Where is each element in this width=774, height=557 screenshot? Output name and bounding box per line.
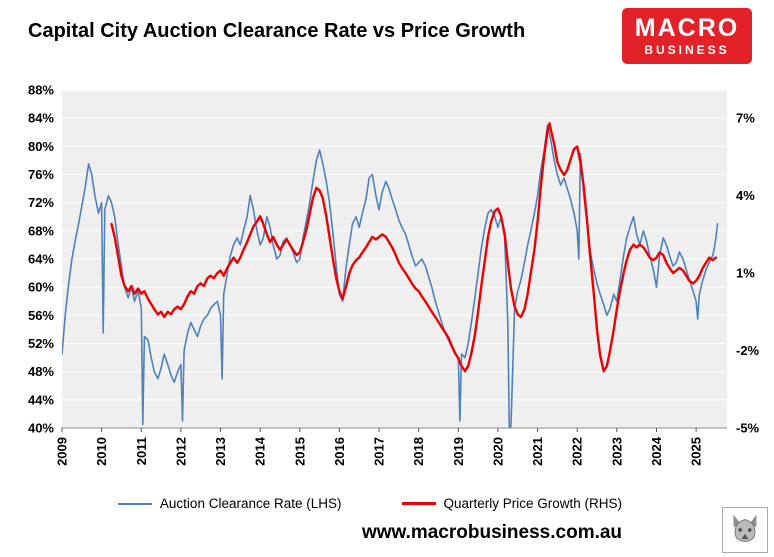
svg-text:-5%: -5% [736, 421, 760, 436]
svg-text:64%: 64% [28, 252, 54, 267]
clearance-vs-price-chart: 40% 44% 48% 52% 56% 60% 64% 68% 72% 76% 80% 84% 88% 7… [28, 83, 760, 466]
svg-text:68%: 68% [28, 223, 54, 238]
svg-text:2009: 2009 [55, 437, 70, 466]
svg-text:2015: 2015 [292, 437, 307, 466]
svg-text:40%: 40% [28, 421, 54, 436]
svg-text:88%: 88% [28, 83, 54, 98]
legend-label: Auction Clearance Rate (LHS) [159, 496, 342, 511]
svg-text:72%: 72% [28, 195, 54, 210]
svg-text:84%: 84% [28, 111, 54, 126]
svg-text:2016: 2016 [332, 437, 347, 466]
chart-legend: Auction Clearance Rate (LHS) Quarterly P… [0, 496, 740, 511]
svg-text:2022: 2022 [570, 437, 585, 466]
svg-text:2011: 2011 [134, 437, 149, 465]
svg-text:2018: 2018 [411, 437, 426, 466]
svg-text:4%: 4% [736, 188, 755, 203]
svg-text:2013: 2013 [213, 437, 228, 466]
logo-macro-text: MACRO [634, 14, 740, 42]
logo-business-text: BUSINESS [644, 43, 730, 57]
svg-text:2010: 2010 [94, 437, 109, 466]
svg-text:2014: 2014 [253, 436, 268, 466]
svg-text:56%: 56% [28, 308, 54, 323]
chart-title: Capital City Auction Clearance Rate vs P… [28, 20, 526, 42]
svg-text:1%: 1% [736, 266, 755, 281]
blue-line-swatch [117, 502, 152, 505]
website-link[interactable]: www.macrobusiness.com.au [361, 522, 623, 543]
wolf-logo-icon [722, 507, 768, 553]
svg-text:2020: 2020 [490, 437, 505, 466]
svg-text:80%: 80% [28, 139, 54, 154]
legend-item-price-growth: Quarterly Price Growth (RHS) [401, 496, 623, 511]
svg-text:-2%: -2% [736, 343, 760, 358]
svg-text:2024: 2024 [649, 436, 664, 466]
svg-text:2025: 2025 [689, 437, 704, 466]
svg-text:2023: 2023 [609, 437, 624, 466]
svg-text:60%: 60% [28, 280, 54, 295]
red-line-swatch [401, 502, 436, 505]
macrobusiness-logo: MACRO BUSINESS [622, 8, 752, 64]
svg-text:2017: 2017 [372, 437, 387, 466]
wolf-face-icon [733, 514, 757, 542]
svg-text:48%: 48% [28, 364, 54, 379]
svg-text:76%: 76% [28, 167, 54, 182]
svg-text:44%: 44% [28, 392, 54, 407]
svg-text:52%: 52% [28, 336, 54, 351]
legend-label: Quarterly Price Growth (RHS) [443, 496, 623, 511]
svg-text:2019: 2019 [451, 437, 466, 466]
svg-text:7%: 7% [736, 111, 755, 126]
svg-text:2012: 2012 [173, 437, 188, 466]
legend-item-clearance-rate: Auction Clearance Rate (LHS) [117, 496, 342, 511]
svg-text:2021: 2021 [530, 437, 545, 466]
